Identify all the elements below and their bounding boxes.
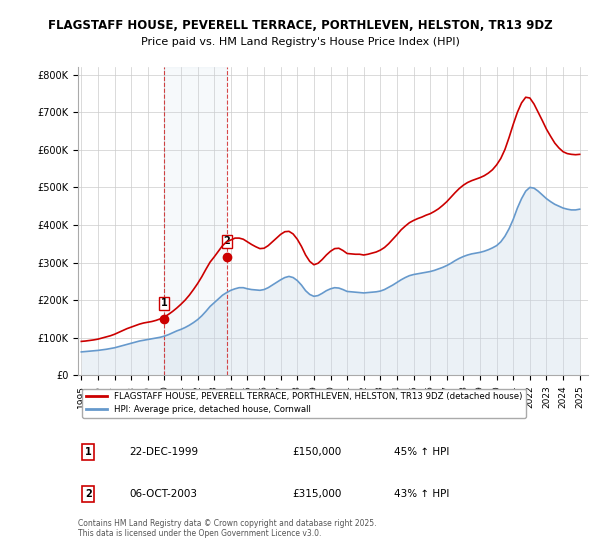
Text: 45% ↑ HPI: 45% ↑ HPI	[394, 447, 449, 457]
Text: FLAGSTAFF HOUSE, PEVERELL TERRACE, PORTHLEVEN, HELSTON, TR13 9DZ: FLAGSTAFF HOUSE, PEVERELL TERRACE, PORTH…	[47, 18, 553, 32]
Text: 1: 1	[161, 298, 167, 309]
Text: Contains HM Land Registry data © Crown copyright and database right 2025.
This d: Contains HM Land Registry data © Crown c…	[78, 519, 377, 538]
Text: 06-OCT-2003: 06-OCT-2003	[129, 489, 197, 499]
Legend: FLAGSTAFF HOUSE, PEVERELL TERRACE, PORTHLEVEN, HELSTON, TR13 9DZ (detached house: FLAGSTAFF HOUSE, PEVERELL TERRACE, PORTH…	[82, 389, 526, 418]
Text: 2: 2	[85, 489, 92, 499]
Text: 43% ↑ HPI: 43% ↑ HPI	[394, 489, 449, 499]
Text: £315,000: £315,000	[292, 489, 341, 499]
Text: 2: 2	[224, 236, 230, 246]
Text: £150,000: £150,000	[292, 447, 341, 457]
Text: 1: 1	[85, 447, 92, 457]
Text: 22-DEC-1999: 22-DEC-1999	[129, 447, 198, 457]
Bar	[164, 67, 227, 375]
Text: Price paid vs. HM Land Registry's House Price Index (HPI): Price paid vs. HM Land Registry's House …	[140, 37, 460, 47]
